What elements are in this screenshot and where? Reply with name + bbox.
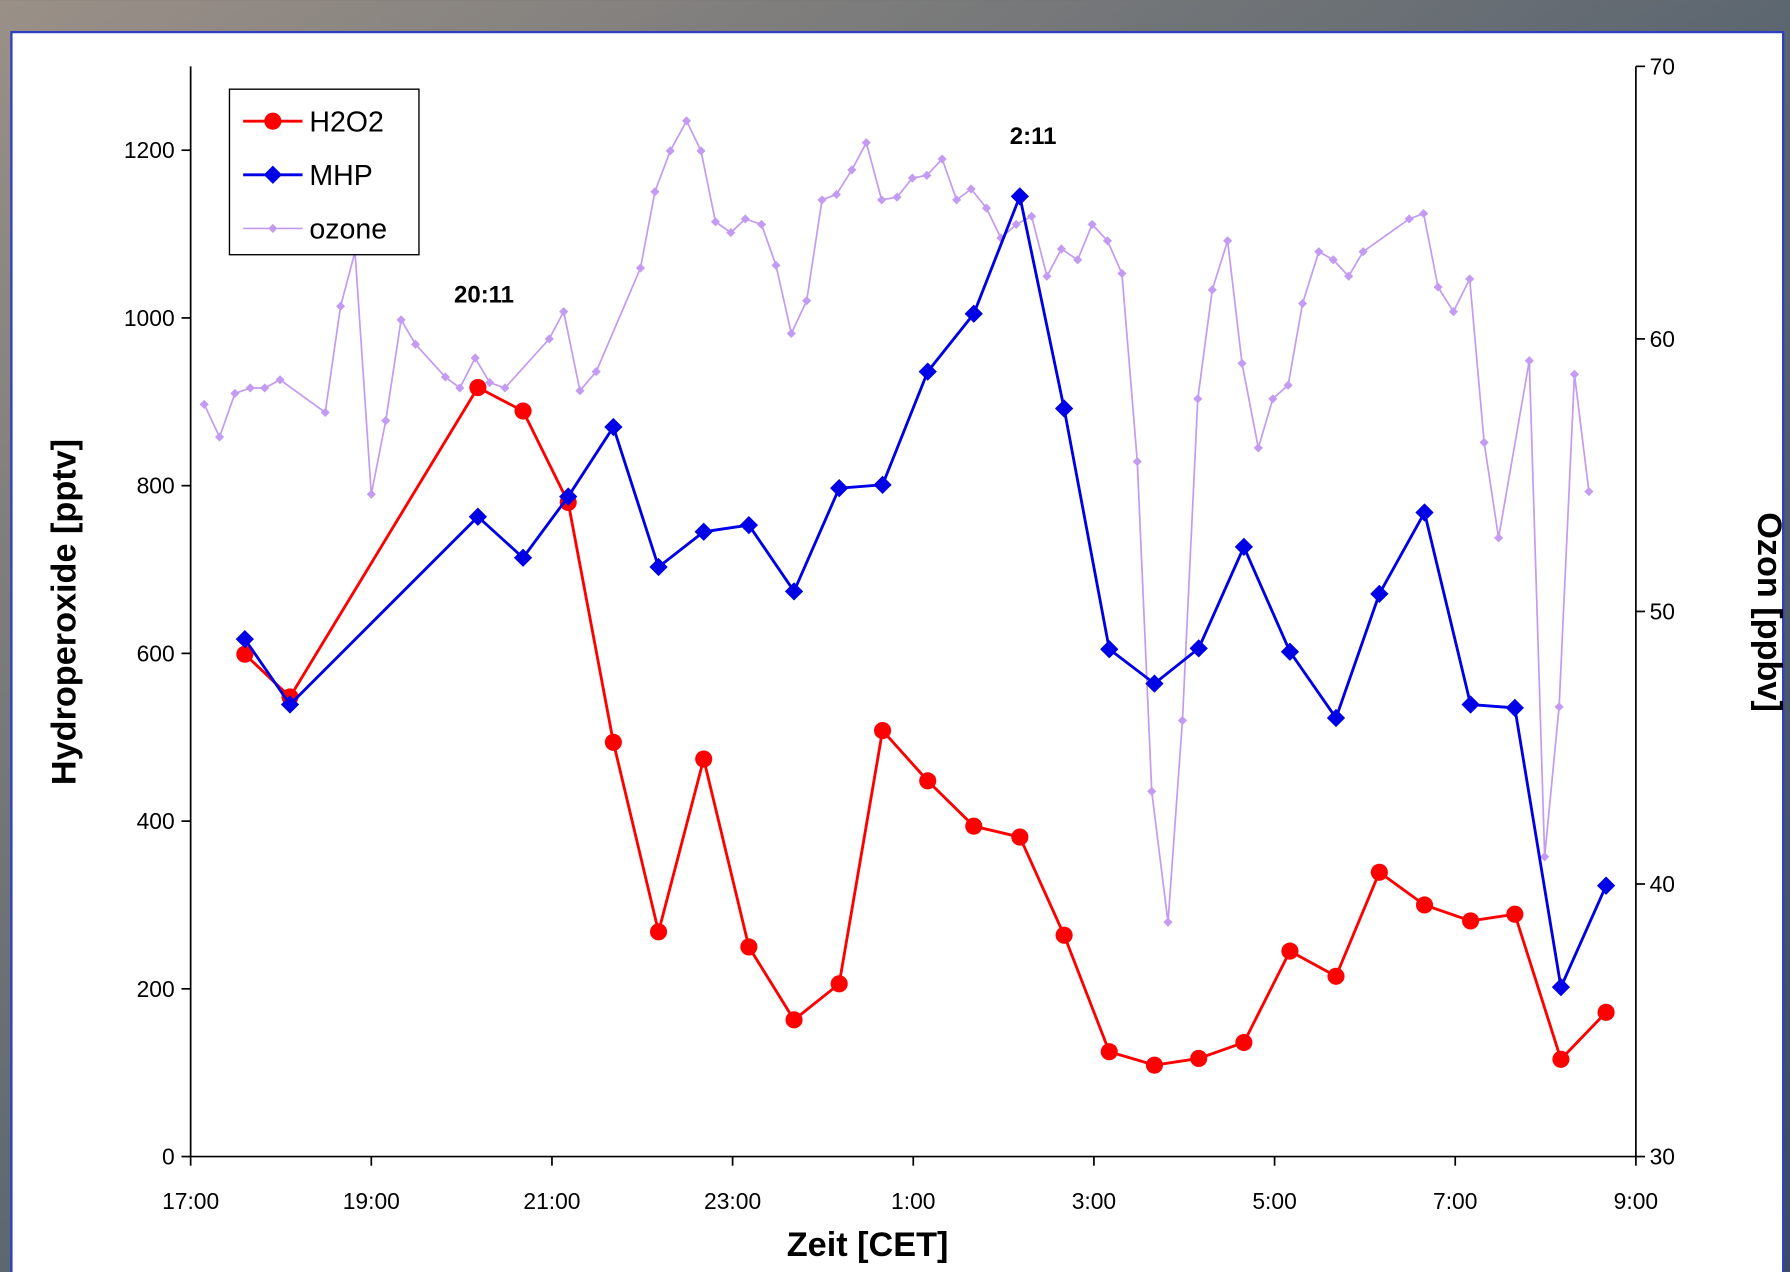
y-tick-label: 1000 (124, 305, 175, 331)
x-tick-label: 19:00 (343, 1188, 400, 1214)
data-point (1101, 1043, 1118, 1060)
legend-label: H2O2 (309, 106, 383, 138)
y-tick-label: 800 (137, 473, 175, 499)
data-point (785, 1011, 802, 1028)
data-point (1416, 896, 1433, 913)
y-tick-label: 1200 (124, 137, 175, 163)
x-tick-label: 3:00 (1072, 1188, 1116, 1214)
data-point (695, 750, 712, 767)
data-point (605, 734, 622, 751)
chart: 0 200 400 600 800 1000 1200 30 40 50 60 70 17:00 19:0… (0, 0, 1790, 1272)
data-point (469, 379, 486, 396)
data-point (1371, 864, 1388, 881)
x-tick-label: 23:00 (704, 1188, 761, 1214)
data-point (1327, 968, 1344, 985)
x-tick-label: 7:00 (1433, 1188, 1477, 1214)
x-tick-label: 1:00 (891, 1188, 935, 1214)
data-point (831, 975, 848, 992)
data-point (1056, 927, 1073, 944)
data-point (1146, 1057, 1163, 1074)
legend-label: ozone (309, 214, 387, 246)
legend-label: MHP (309, 160, 372, 192)
y2-axis-title: Ozon [ppbv] (1750, 512, 1788, 712)
y-tick-label: 600 (137, 640, 175, 666)
x-tick-label: 5:00 (1252, 1188, 1296, 1214)
data-point (874, 722, 891, 739)
legend-marker (264, 113, 281, 130)
y2-tick-label: 60 (1650, 326, 1675, 352)
y-tick-label: 400 (137, 808, 175, 834)
data-point (1552, 1051, 1569, 1068)
data-point (740, 938, 757, 955)
x-tick-label: 17:00 (162, 1188, 219, 1214)
y2-tick-label: 40 (1650, 871, 1675, 897)
x-tick-label: 21:00 (523, 1188, 580, 1214)
data-point (514, 402, 531, 419)
y-axis-title: Hydroperoxide [pptv] (45, 439, 83, 785)
data-point (1011, 828, 1028, 845)
y2-tick-label: 70 (1650, 53, 1675, 79)
data-point (1506, 906, 1523, 923)
data-point (919, 772, 936, 789)
data-point (1281, 943, 1298, 960)
page: {"chart_data": { "type": "line", "xlabel… (0, 0, 1790, 1272)
data-point (1235, 1034, 1252, 1051)
y-tick-label: 0 (162, 1144, 175, 1170)
y2-tick-label: 30 (1650, 1144, 1675, 1170)
annotation: 20:11 (454, 282, 514, 309)
data-point (1598, 1004, 1615, 1021)
data-point (1190, 1050, 1207, 1067)
data-point (1462, 912, 1479, 929)
x-tick-label: 9:00 (1614, 1188, 1658, 1214)
x-axis-title: Zeit [CET] (787, 1226, 949, 1264)
annotation: 2:11 (1010, 123, 1057, 150)
data-point (650, 923, 667, 940)
data-point (965, 818, 982, 835)
y-tick-label: 200 (137, 976, 175, 1002)
y2-tick-label: 50 (1650, 598, 1675, 624)
